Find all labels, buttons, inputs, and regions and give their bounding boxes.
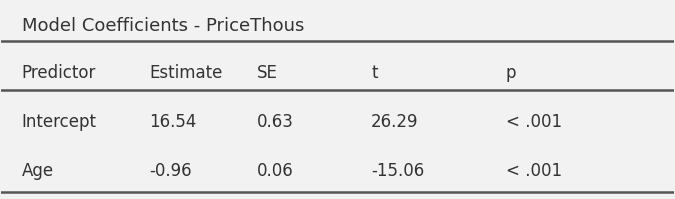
Text: 0.63: 0.63	[256, 113, 294, 131]
Text: 0.06: 0.06	[256, 162, 294, 180]
Text: < .001: < .001	[506, 162, 562, 180]
Text: p: p	[506, 64, 516, 82]
Text: SE: SE	[256, 64, 277, 82]
Text: Intercept: Intercept	[22, 113, 97, 131]
Text: 26.29: 26.29	[371, 113, 418, 131]
Text: 16.54: 16.54	[149, 113, 196, 131]
Text: Model Coefficients - PriceThous: Model Coefficients - PriceThous	[22, 17, 304, 35]
Text: Predictor: Predictor	[22, 64, 96, 82]
Text: Age: Age	[22, 162, 54, 180]
Text: Estimate: Estimate	[149, 64, 223, 82]
Text: -15.06: -15.06	[371, 162, 425, 180]
Text: < .001: < .001	[506, 113, 562, 131]
Text: t: t	[371, 64, 377, 82]
Text: -0.96: -0.96	[149, 162, 192, 180]
